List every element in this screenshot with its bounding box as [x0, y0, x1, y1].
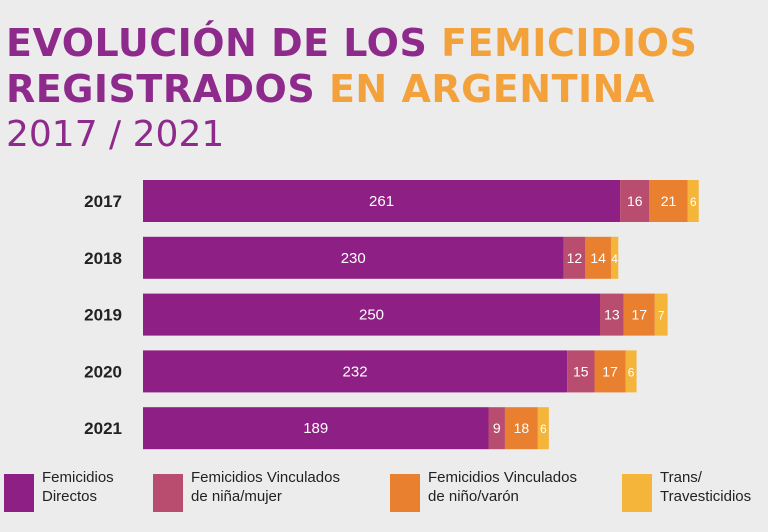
- bar-2020-trans: [625, 350, 637, 393]
- legend-label-vinculados-varon-line1: Femicidios Vinculados: [428, 469, 577, 486]
- legend-label-vinculados-varon-line2: de niño/varón: [428, 488, 519, 505]
- legend-label-vinculados-mujer: Femicidios Vinculados de niña/mujer: [191, 468, 401, 506]
- data-label-2018-directos: 230: [341, 250, 366, 267]
- data-label-2018-vinculados-mujer: 12: [567, 250, 583, 266]
- data-label-2021-directos: 189: [303, 420, 328, 437]
- bar-2020-vinculados-varon: [594, 350, 626, 393]
- legend-label-directos-line2: Directos: [42, 488, 98, 505]
- legend-item-trans: Trans/ Travesticidios: [622, 468, 768, 512]
- legend-item-vinculados-varon: Femicidios Vinculados de niño/varón: [390, 468, 638, 512]
- legend-label-trans-line1: Trans/: [660, 469, 702, 486]
- legend-swatch-directos: [4, 474, 34, 512]
- bar-2021-trans: [537, 407, 549, 450]
- title-line-1-part-b: FEMICIDIOS: [441, 21, 698, 65]
- legend-swatch-vinculados-varon: [390, 474, 420, 512]
- title-line-1: EVOLUCIÓN DE LOS FEMICIDIOS: [6, 20, 697, 66]
- bar-2021-directos: [143, 407, 489, 450]
- title-line-2: REGISTRADOS EN ARGENTINA: [6, 66, 697, 112]
- data-label-2017-trans: 6: [690, 195, 697, 209]
- bar-2021-vinculados-mujer: [488, 407, 505, 450]
- data-label-2019-vinculados-mujer: 13: [604, 307, 620, 323]
- data-label-2018-trans: 4: [611, 252, 618, 266]
- bar-2020-directos: [143, 350, 568, 393]
- stacked-bar-chart: 2017 261 16 21 6 2018 230 12 14 4 2019 250 13 17 7 2020…: [84, 180, 699, 450]
- bar-2019-vinculados-mujer: [600, 293, 624, 336]
- title-line-1-part-a: EVOLUCIÓN DE LOS: [6, 21, 442, 65]
- category-label-2017: 2017: [84, 192, 122, 211]
- data-label-2021-trans: 6: [540, 422, 547, 436]
- legend-label-directos-line1: Femicidios: [42, 469, 114, 486]
- legend-label-vinculados-mujer-line2: de niña/mujer: [191, 488, 282, 505]
- legend-label-trans-line2: Travesticidios: [660, 488, 752, 505]
- legend-swatch-trans: [622, 474, 652, 512]
- bar-2019-trans: [654, 293, 668, 336]
- bar-2017-directos: [143, 180, 621, 222]
- data-label-2019-trans: 7: [658, 309, 665, 323]
- data-label-2019-directos: 250: [359, 307, 384, 324]
- category-label-2019: 2019: [84, 306, 122, 325]
- title-line-2-part-a: REGISTRADOS: [6, 67, 329, 111]
- bar-2018-directos: [143, 236, 564, 279]
- legend-item-directos: Femicidios Directos: [4, 468, 252, 512]
- data-label-2018-vinculados-varon: 14: [590, 250, 606, 266]
- data-label-2020-vinculados-mujer: 15: [573, 363, 589, 379]
- chart-legend: Femicidios Directos Femicidios Vinculado…: [0, 468, 768, 528]
- legend-label-vinculados-varon: Femicidios Vinculados de niño/varón: [428, 468, 638, 506]
- data-label-2020-trans: 6: [628, 365, 635, 379]
- data-label-2017-vinculados-varon: 21: [661, 193, 677, 209]
- data-label-2020-directos: 232: [343, 363, 368, 380]
- legend-label-trans: Trans/ Travesticidios: [660, 468, 768, 506]
- legend-label-vinculados-mujer-line1: Femicidios Vinculados: [191, 469, 340, 486]
- legend-label-directos: Femicidios Directos: [42, 468, 252, 506]
- bar-2021-vinculados-varon: [504, 407, 538, 450]
- bar-2017-trans: [687, 180, 699, 222]
- legend-item-vinculados-mujer: Femicidios Vinculados de niña/mujer: [153, 468, 401, 512]
- chart-title: EVOLUCIÓN DE LOS FEMICIDIOS REGISTRADOS …: [6, 20, 697, 112]
- data-label-2019-vinculados-varon: 17: [632, 307, 648, 323]
- bar-2017-vinculados-mujer: [620, 180, 650, 222]
- bar-2018-vinculados-mujer: [563, 236, 586, 279]
- bar-2019-directos: [143, 293, 600, 336]
- title-line-2-part-b: EN ARGENTINA: [328, 67, 655, 111]
- category-label-2020: 2020: [84, 362, 122, 381]
- legend-swatch-vinculados-mujer: [153, 474, 183, 512]
- bar-2019-vinculados-varon: [623, 293, 655, 336]
- category-label-2021: 2021: [84, 419, 122, 438]
- bar-2020-vinculados-mujer: [567, 350, 595, 393]
- category-label-2018: 2018: [84, 249, 122, 268]
- data-label-2021-vinculados-mujer: 9: [493, 420, 501, 436]
- bar-2017-vinculados-varon: [649, 180, 688, 222]
- data-label-2017-directos: 261: [369, 193, 394, 210]
- data-label-2017-vinculados-mujer: 16: [627, 193, 643, 209]
- data-label-2020-vinculados-varon: 17: [602, 363, 618, 379]
- chart-subtitle: 2017 / 2021: [6, 114, 225, 155]
- data-label-2021-vinculados-varon: 18: [514, 420, 530, 436]
- bar-2018-trans: [610, 236, 619, 279]
- bar-2018-vinculados-varon: [585, 236, 611, 279]
